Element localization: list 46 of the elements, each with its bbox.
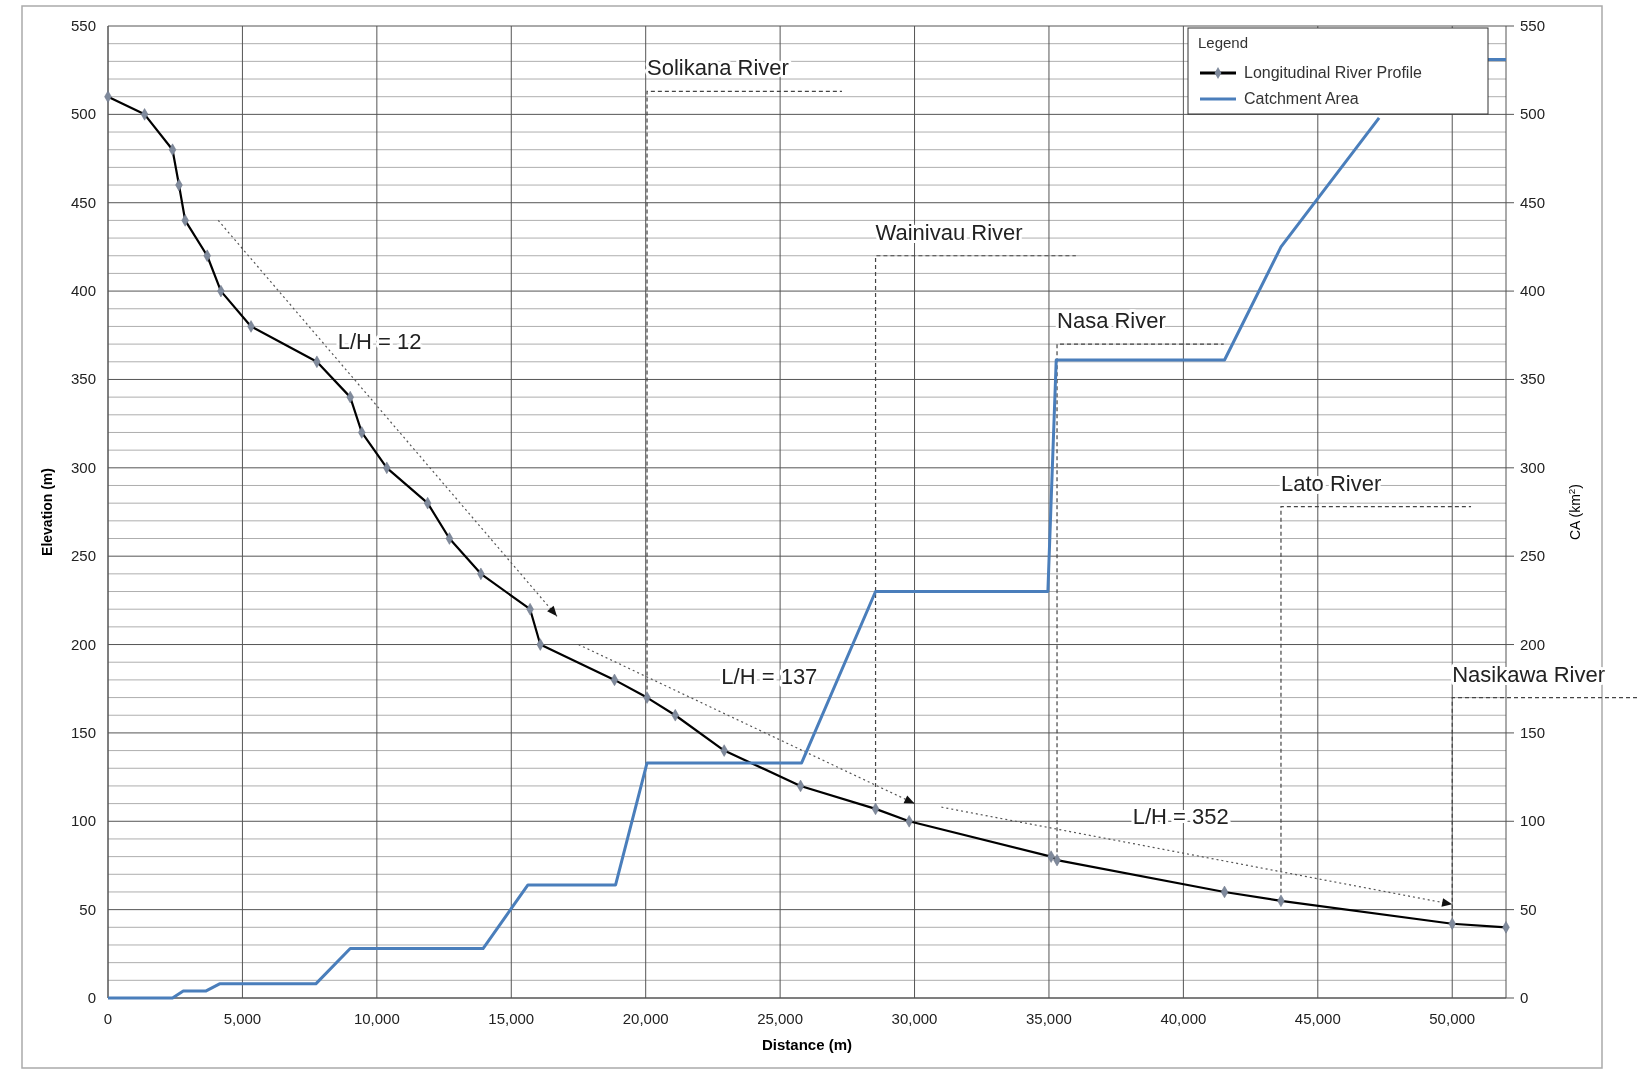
y2-tick-label: 400 xyxy=(1520,282,1546,300)
y-tick-label: 350 xyxy=(70,370,96,388)
x-tick-label: 50,000 xyxy=(1429,1010,1476,1027)
y2-tick-label: 100 xyxy=(1520,812,1546,830)
y-tick-label: 50 xyxy=(79,900,96,918)
legend-title: Legend xyxy=(1198,34,1249,51)
x-tick-label: 0 xyxy=(103,1010,113,1027)
y-tick-label: 250 xyxy=(70,547,96,565)
annotation: L/H = 12 xyxy=(337,328,422,354)
legend-label: Longitudinal River Profile xyxy=(1244,64,1422,81)
y-tick-label: 150 xyxy=(70,723,96,741)
y2-tick-label: 0 xyxy=(1520,989,1529,1006)
x-tick-label: 40,000 xyxy=(1160,1010,1207,1027)
y-tick-label: 0 xyxy=(87,989,96,1006)
x-tick-label: 45,000 xyxy=(1294,1010,1341,1027)
y2-tick-label: 150 xyxy=(1520,723,1546,741)
y-tick-label: 400 xyxy=(70,282,96,300)
y2-tick-label: 550 xyxy=(1520,17,1546,34)
x-tick-label: 5,000 xyxy=(223,1010,262,1027)
y-tick-label: 450 xyxy=(70,193,96,211)
y-tick-label: 550 xyxy=(70,17,96,34)
y2-tick-label: 450 xyxy=(1520,193,1546,211)
y2-tick-label: 350 xyxy=(1520,370,1546,388)
y-tick-label: 200 xyxy=(70,635,96,653)
y-axis-title: Elevation (m) xyxy=(39,468,55,556)
annotation: Nasa River xyxy=(1057,308,1166,334)
x-axis-title: Distance (m) xyxy=(761,1036,853,1053)
x-tick-label: 30,000 xyxy=(891,1010,938,1027)
x-tick-label: 10,000 xyxy=(353,1010,400,1027)
annotation: Nasikawa River xyxy=(1452,661,1606,687)
y2-tick-label: 300 xyxy=(1520,458,1546,476)
y-tick-label: 300 xyxy=(70,458,96,476)
legend-label: Catchment Area xyxy=(1244,90,1359,107)
y2-tick-label: 250 xyxy=(1520,547,1546,565)
annotation: Lato River xyxy=(1280,470,1382,496)
x-tick-label: 25,000 xyxy=(757,1010,804,1027)
annotation: Solikana River xyxy=(647,55,789,81)
y-tick-label: 100 xyxy=(70,812,96,830)
x-tick-label: 15,000 xyxy=(488,1010,535,1027)
annotation: L/H = 137 xyxy=(721,664,818,690)
y-tick-label: 500 xyxy=(70,105,96,123)
y2-tick-label: 50 xyxy=(1520,900,1537,918)
y2-tick-label: 500 xyxy=(1520,105,1546,123)
x-tick-label: 20,000 xyxy=(622,1010,669,1027)
y2-tick-label: 200 xyxy=(1520,635,1546,653)
x-tick-label: 35,000 xyxy=(1026,1010,1072,1027)
